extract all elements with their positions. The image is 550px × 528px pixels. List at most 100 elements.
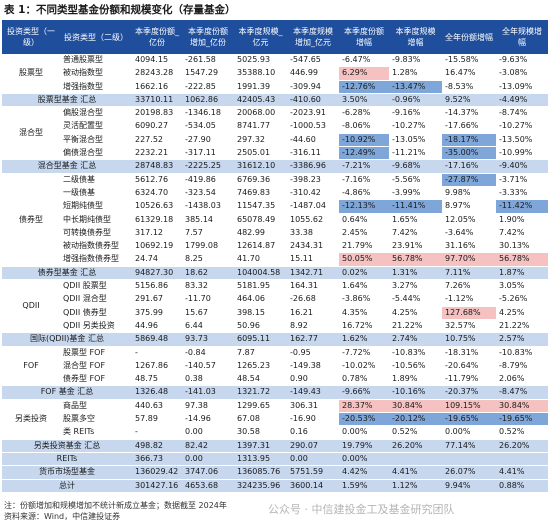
value-cell: -11.21% — [389, 146, 442, 161]
value-cell: 1265.23 — [234, 359, 287, 374]
value-cell: -3.08% — [496, 66, 548, 81]
value-cell: -3386.96 — [287, 159, 339, 174]
table-title: 表 1：不同类型基金份额和规模变化（存量基金） — [4, 4, 236, 16]
subcategory-cell: 类 REITs — [60, 425, 132, 440]
value-cell: -3.86% — [339, 292, 389, 307]
value-cell: 28.37% — [339, 399, 389, 414]
value-cell: -7.16% — [339, 173, 389, 187]
value-cell: -419.86 — [182, 173, 234, 187]
value-cell: 5025.93 — [234, 54, 287, 68]
category-cell: FOF — [2, 346, 60, 387]
table-row: 混合型 FOF 1267.86 -140.57 1265.23 -149.38 -10.0… — [2, 359, 548, 374]
value-cell: -3.71% — [496, 173, 548, 187]
summary-row: 混合型基金 汇总 28748.83 -2225.25 31612.10 -3386.96… — [2, 159, 548, 174]
value-cell: 83.32 — [182, 279, 234, 294]
value-cell: 1326.48 — [132, 385, 182, 400]
value-cell: -1487.04 — [287, 199, 339, 214]
value-cell: -0.96% — [389, 93, 442, 108]
table-row: QDII 另类投资 44.96 6.44 50.96 8.92 16.72% 21.22% 3… — [2, 319, 548, 334]
value-cell: -13.50% — [496, 133, 548, 148]
value-cell — [496, 452, 548, 467]
value-cell: -5.56% — [389, 173, 442, 187]
value-cell: 11547.35 — [234, 199, 287, 214]
value-cell: 464.06 — [234, 292, 287, 307]
value-cell: 42405.43 — [234, 93, 287, 108]
value-cell: -1.12% — [442, 292, 496, 307]
value-cell: 30.84% — [389, 399, 442, 414]
col-header: 本季度份额增加_亿份 — [182, 20, 234, 54]
table-row: 灵活配置型 6090.27 -534.05 8741.77 -1000.53 -8.06%… — [2, 119, 548, 134]
subcategory-cell: 普通股票型 — [60, 54, 132, 68]
summary-row: 国际(QDII)基金 汇总 5869.48 93.73 6095.11 162.77 1.… — [2, 332, 548, 347]
category-cell: QDII — [2, 279, 60, 334]
value-cell: 30.84% — [496, 399, 548, 414]
value-cell: 3600.14 — [287, 479, 339, 493]
value-cell: 21.22% — [496, 319, 548, 334]
value-cell: 164.31 — [287, 279, 339, 294]
value-cell: 32.57% — [442, 319, 496, 334]
value-cell: -13.47% — [389, 80, 442, 94]
value-cell: 23.91% — [389, 239, 442, 254]
table-row: 可转换债券型 317.12 7.57 482.99 33.38 2.45% 7.42% -3.… — [2, 226, 548, 241]
summary-row: 债券型基金 汇总 94827.30 18.62 104004.58 1342.71 0.0… — [2, 266, 548, 281]
value-cell: 136029.42 — [132, 465, 182, 480]
value-cell: 6090.27 — [132, 119, 182, 134]
value-cell: 2232.21 — [132, 146, 182, 161]
value-cell: -410.60 — [287, 93, 339, 108]
value-cell: 67.08 — [234, 412, 287, 427]
value-cell: 21.22% — [389, 319, 442, 334]
value-cell: -7.21% — [339, 159, 389, 174]
value-cell: 8.97% — [442, 199, 496, 214]
summary-label: 混合型基金 汇总 — [2, 159, 132, 174]
value-cell: 10692.19 — [132, 239, 182, 254]
value-cell: 5751.59 — [287, 465, 339, 480]
value-cell: 306.31 — [287, 399, 339, 414]
value-cell: -8.06% — [339, 119, 389, 134]
value-cell: -14.37% — [442, 106, 496, 121]
value-cell — [389, 452, 442, 467]
value-cell: 2.06% — [496, 372, 548, 387]
subcategory-cell: 偏股混合型 — [60, 106, 132, 121]
value-cell: 0.90 — [287, 372, 339, 387]
value-cell: 44.96 — [132, 319, 182, 334]
value-cell: -534.05 — [182, 119, 234, 134]
summary-label: REITs — [2, 452, 132, 467]
value-cell: -8.47% — [496, 385, 548, 400]
value-cell: 301427.16 — [132, 479, 182, 493]
value-cell: 0.00% — [339, 425, 389, 440]
value-cell: 28243.28 — [132, 66, 182, 81]
table-row: FOF 股票型 FOF - -0.84 7.87 -0.95 -7.72% -10.83% -1… — [2, 346, 548, 387]
value-cell: 1321.72 — [234, 385, 287, 400]
value-cell: -9.68% — [389, 159, 442, 174]
value-cell: 5156.86 — [132, 279, 182, 294]
value-cell: 7.42% — [496, 226, 548, 241]
value-cell: 30.58 — [234, 425, 287, 440]
subcategory-cell: QDII 股票型 — [60, 279, 132, 294]
value-cell: 20068.00 — [234, 106, 287, 121]
subcategory-cell: 二级债基 — [60, 173, 132, 187]
value-cell: 8.25 — [182, 252, 234, 267]
col-header: 本季度规模增加_亿元 — [287, 20, 339, 54]
value-cell: 317.12 — [132, 226, 182, 241]
value-cell: -18.31% — [442, 346, 496, 360]
value-cell: -1346.18 — [182, 106, 234, 121]
summary-row: 货币市场型基金 136029.42 3747.06 136085.76 5751.59 4… — [2, 465, 548, 480]
summary-row: FOF 基金 汇总 1326.48 -141.03 1321.72 -149.43 -9.… — [2, 385, 548, 400]
value-cell: -316.11 — [287, 146, 339, 161]
value-cell: -27.90 — [182, 133, 234, 148]
table-row: 增强指数债券型 24.74 8.25 41.70 15.11 50.05% 56.78% 97… — [2, 252, 548, 267]
value-cell: 3.27% — [389, 279, 442, 294]
value-cell: -20.64% — [442, 359, 496, 374]
value-cell: -17.16% — [442, 159, 496, 174]
value-cell: -16.90 — [287, 412, 339, 427]
value-cell: 1342.71 — [287, 266, 339, 281]
value-cell: 104004.58 — [234, 266, 287, 281]
value-cell: 26.07% — [442, 465, 496, 480]
value-cell: 6769.36 — [234, 173, 287, 187]
value-cell: 0.16 — [287, 425, 339, 440]
value-cell: 94827.30 — [132, 266, 182, 281]
value-cell — [442, 452, 496, 467]
value-cell: 97.70% — [442, 252, 496, 267]
subcategory-cell: 可转换债券型 — [60, 226, 132, 241]
value-cell: 1.28% — [389, 66, 442, 81]
